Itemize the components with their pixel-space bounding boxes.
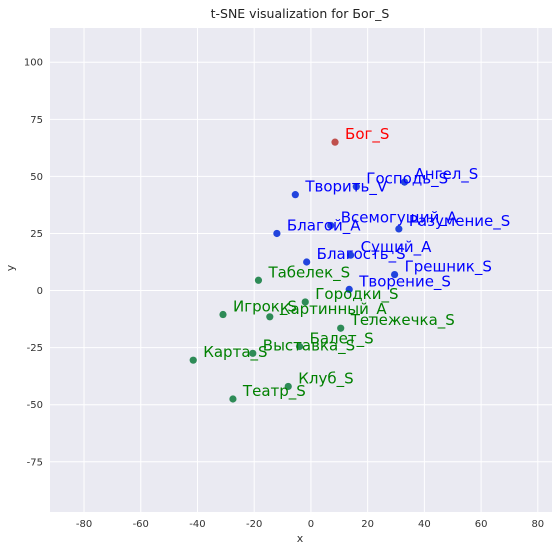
chart-title: t-SNE visualization for Бог_S: [211, 6, 390, 21]
scatter-point: [254, 276, 263, 284]
scatter-point: [295, 342, 304, 351]
scatter-point: [347, 251, 355, 259]
grid-lines: [50, 28, 552, 512]
scatter-point: [273, 229, 281, 238]
point-label: Выставка_S: [263, 336, 355, 355]
x-tick-label: 60: [475, 519, 488, 530]
scatter-point: [301, 298, 309, 306]
point-label: Разумение_S: [409, 212, 510, 231]
scatter-point: [266, 313, 274, 321]
point-label: Театр_S: [242, 382, 306, 401]
point-label: Городки_S: [315, 285, 398, 304]
point-label: Ангел_S: [415, 165, 479, 184]
y-tick-label: -25: [27, 343, 43, 354]
point-label: Творение_S: [358, 272, 451, 291]
point-label: Тележечка_S: [350, 311, 455, 330]
x-tick-label: -20: [246, 519, 262, 530]
point-label: Всемогущий_A: [341, 208, 458, 227]
scatter-point: [284, 382, 292, 391]
y-tick-label: 0: [37, 286, 43, 297]
point-label: Господь_S: [366, 170, 448, 189]
point-label: Благость_S: [317, 245, 406, 264]
point-label: Табелек_S: [267, 263, 350, 282]
scatter-point: [331, 138, 339, 146]
point-label: Балет_S: [310, 329, 374, 348]
point-label: Сущий_A: [361, 238, 432, 257]
y-tick-label: 75: [30, 115, 43, 126]
scatter-point: [219, 310, 227, 319]
x-tick-label: 80: [531, 519, 544, 530]
y-tick-label: 25: [30, 229, 43, 240]
scatter-point: [395, 225, 403, 233]
y-axis-label: y: [4, 264, 17, 271]
y-tick-label: 50: [30, 172, 43, 183]
scatter-point: [189, 356, 197, 364]
x-axis-label: x: [297, 532, 304, 545]
point-label: Клуб_S: [298, 369, 353, 388]
scatter-point: [249, 349, 257, 357]
x-tick-label: -60: [133, 519, 149, 530]
scatter-point: [291, 191, 299, 199]
plot-area: [50, 28, 552, 512]
point-label: Карта_S: [203, 343, 267, 362]
y-tick-label: -50: [27, 400, 43, 411]
x-tick-label: -80: [76, 519, 92, 530]
scatter-point: [390, 270, 399, 279]
y-axis-ticks: -75 -50 -25 0 25 50 75 100: [24, 58, 43, 469]
point-label: Игрок_S: [233, 298, 297, 317]
x-tick-label: -40: [189, 519, 205, 530]
scatter-point: [337, 324, 345, 332]
x-axis-ticks: -80 -60 -40 -20 0 20 40 60 80: [76, 519, 544, 530]
x-tick-label: 20: [361, 519, 374, 530]
x-tick-label: 0: [308, 519, 314, 530]
point-label: Благой_A: [287, 216, 361, 235]
scatter-point: [229, 395, 237, 403]
scatter-point: [400, 178, 409, 186]
point-label: Бог_S: [345, 125, 389, 144]
y-tick-label: -75: [27, 457, 43, 468]
scatter-point: [327, 221, 335, 230]
point-label: Картинный_A: [280, 300, 388, 319]
y-tick-label: 100: [24, 58, 43, 69]
point-label: Творить_V: [304, 178, 388, 197]
scatter-point: [303, 258, 311, 266]
x-tick-label: 40: [418, 519, 431, 530]
scatter-point: [352, 183, 360, 191]
point-label: Грешник_S: [405, 258, 492, 277]
scatter-point: [345, 285, 353, 294]
data-points: [189, 138, 409, 403]
